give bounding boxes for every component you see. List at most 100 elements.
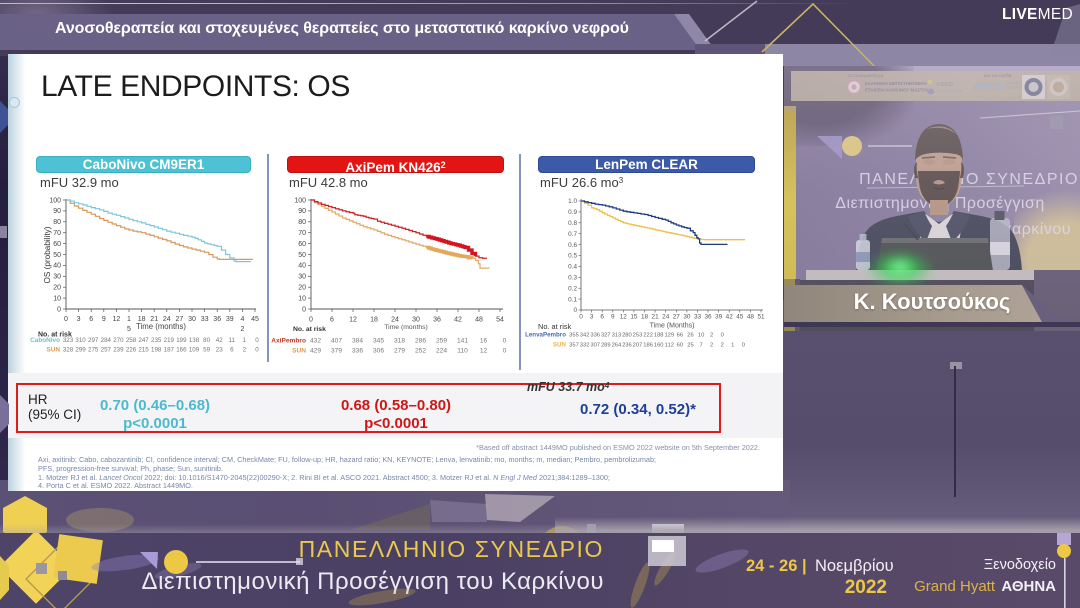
svg-text:357: 357 — [569, 343, 579, 349]
svg-text:0: 0 — [255, 337, 259, 344]
svg-text:30: 30 — [412, 317, 420, 324]
svg-text:258: 258 — [126, 337, 137, 344]
svg-text:6: 6 — [330, 317, 334, 324]
svg-text:264: 264 — [612, 343, 622, 349]
svg-text:18: 18 — [370, 317, 378, 324]
svg-text:|: | — [802, 557, 807, 575]
svg-text:ΠΑΝΕΛΛΗΝΙΟ ΣΥΝΕΔΡΙΟ: ΠΑΝΕΛΛΗΝΙΟ ΣΥΝΕΔΡΙΟ — [859, 171, 1079, 188]
svg-text:345: 345 — [373, 338, 384, 345]
svg-text:0.9: 0.9 — [568, 209, 577, 216]
svg-text:No. at risk: No. at risk — [38, 332, 72, 339]
svg-text:ΕΤΑΙΡΕΙΑ ΚΑΡΚΙΝΟΥ ΜΑΣΤΟΥ: ΕΤΑΙΡΕΙΑ ΚΑΡΚΙΝΟΥ ΜΑΣΤΟΥ — [865, 88, 929, 93]
svg-text:Νοεμβρίου: Νοεμβρίου — [815, 557, 894, 575]
svg-text:50: 50 — [298, 252, 306, 259]
svg-text:379: 379 — [331, 348, 342, 355]
svg-text:2: 2 — [243, 347, 247, 354]
svg-text:327: 327 — [601, 333, 611, 339]
svg-text:0: 0 — [255, 347, 259, 354]
svg-text:186: 186 — [643, 343, 653, 349]
svg-text:11: 11 — [229, 337, 236, 344]
svg-text:Ελληνική Ομάδα: Ελληνική Ομάδα — [937, 89, 962, 93]
svg-text:Time (Months): Time (Months) — [650, 323, 695, 330]
svg-text:20: 20 — [298, 285, 306, 292]
svg-text:318: 318 — [394, 338, 405, 345]
svg-text:0: 0 — [721, 333, 724, 339]
svg-text:No. at risk: No. at risk — [538, 322, 572, 331]
svg-text:45: 45 — [736, 314, 744, 321]
svg-text:0.1: 0.1 — [568, 296, 577, 303]
svg-text:222: 222 — [643, 333, 653, 339]
svg-text:CaboNivo: CaboNivo — [30, 337, 60, 344]
svg-text:25: 25 — [687, 343, 693, 349]
svg-text:Διεπιστημονική Προσέγγιση του: Διεπιστημονική Προσέγγιση του Καρκίνου — [142, 568, 604, 595]
svg-text:0.3: 0.3 — [568, 275, 577, 282]
svg-text:ΕΛΛΗΝΙΚΗ ΔΙΕΠΙΣΤΗΜΟΝΙΚΗ: ΕΛΛΗΝΙΚΗ ΔΙΕΠΙΣΤΗΜΟΝΙΚΗ — [865, 81, 927, 86]
svg-text:21: 21 — [652, 314, 660, 321]
svg-text:224: 224 — [436, 348, 447, 355]
svg-text:AxiPembro: AxiPembro — [271, 338, 306, 345]
svg-text:2: 2 — [721, 343, 724, 349]
svg-text:279: 279 — [394, 348, 405, 355]
svg-text:45: 45 — [251, 316, 259, 323]
svg-text:ΠΑΝΕΛΛΗΝΙΟ ΣΥΝΕΔΡΙΟ: ΠΑΝΕΛΛΗΝΙΟ ΣΥΝΕΔΡΙΟ — [299, 536, 604, 562]
svg-text:και την αιγίδα: και την αιγίδα — [984, 73, 1012, 78]
svg-text:80: 80 — [53, 219, 61, 226]
svg-text:5: 5 — [127, 326, 131, 333]
svg-text:26: 26 — [687, 333, 693, 339]
svg-text:24: 24 — [391, 317, 399, 324]
svg-text:247: 247 — [138, 337, 149, 344]
svg-text:100: 100 — [294, 197, 306, 204]
svg-text:252: 252 — [415, 348, 426, 355]
svg-text:Grand Hyatt: Grand Hyatt — [914, 578, 996, 595]
svg-text:24: 24 — [163, 316, 171, 323]
svg-text:40: 40 — [53, 263, 61, 270]
svg-text:36: 36 — [433, 317, 441, 324]
svg-text:0.2: 0.2 — [568, 285, 577, 292]
svg-text:0: 0 — [742, 343, 745, 349]
svg-text:215: 215 — [138, 347, 149, 354]
svg-text:259: 259 — [436, 338, 447, 345]
svg-text:257: 257 — [101, 347, 112, 354]
svg-text:3: 3 — [77, 316, 81, 323]
svg-text:51: 51 — [757, 314, 765, 321]
svg-text:36: 36 — [704, 314, 712, 321]
svg-text:342: 342 — [580, 333, 590, 339]
svg-text:0.8: 0.8 — [568, 220, 577, 227]
svg-text:0.4: 0.4 — [568, 264, 577, 271]
svg-text:18: 18 — [641, 314, 649, 321]
svg-text:15: 15 — [630, 314, 638, 321]
svg-text:219: 219 — [164, 337, 175, 344]
svg-text:286: 286 — [415, 338, 426, 345]
svg-text:4: 4 — [240, 316, 244, 323]
svg-text:1: 1 — [731, 343, 734, 349]
svg-text:299: 299 — [75, 347, 86, 354]
svg-text:12: 12 — [113, 316, 121, 323]
svg-text:3: 3 — [590, 314, 594, 321]
svg-text:289: 289 — [601, 343, 611, 349]
svg-text:10: 10 — [298, 295, 306, 302]
svg-text:110: 110 — [457, 348, 468, 355]
svg-text:235: 235 — [151, 337, 162, 344]
svg-text:429: 429 — [310, 348, 321, 355]
svg-text:239: 239 — [113, 347, 124, 354]
svg-text:253: 253 — [633, 333, 643, 339]
svg-text:90: 90 — [298, 208, 306, 215]
svg-text:141: 141 — [457, 338, 468, 345]
svg-text:1: 1 — [127, 316, 131, 323]
svg-text:Εταιρεία Ογκολόγων: Εταιρεία Ογκολόγων — [1006, 81, 1035, 85]
svg-text:60: 60 — [298, 241, 306, 248]
svg-text:23: 23 — [216, 347, 223, 354]
svg-text:313: 313 — [612, 333, 622, 339]
svg-text:2022: 2022 — [845, 577, 887, 598]
svg-text:48: 48 — [475, 317, 483, 324]
svg-text:2: 2 — [240, 326, 244, 333]
svg-text:0.5: 0.5 — [568, 253, 577, 260]
svg-text:0: 0 — [503, 338, 507, 345]
svg-text:310: 310 — [75, 337, 86, 344]
svg-text:SUN: SUN — [553, 342, 567, 349]
svg-text:187: 187 — [164, 347, 175, 354]
svg-text:12: 12 — [480, 348, 488, 355]
svg-text:OS (probability): OS (probability) — [43, 226, 52, 283]
svg-text:188: 188 — [654, 333, 664, 339]
svg-text:6: 6 — [89, 316, 93, 323]
